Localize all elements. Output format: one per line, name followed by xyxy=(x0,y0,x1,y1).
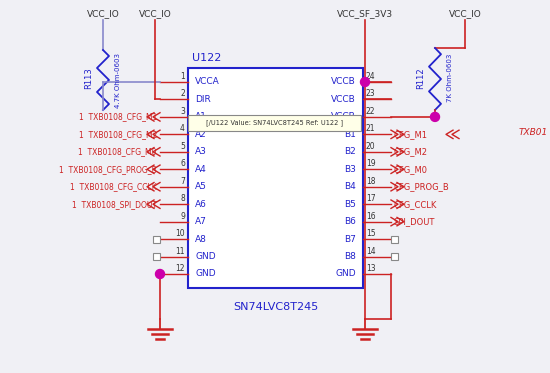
Text: CFG_CCLK: CFG_CCLK xyxy=(394,200,437,209)
Text: 8: 8 xyxy=(180,194,185,203)
Text: VCC_IO: VCC_IO xyxy=(449,9,481,18)
Text: 1  TXB0108_CFG_M2: 1 TXB0108_CFG_M2 xyxy=(79,130,157,139)
Text: 12: 12 xyxy=(175,264,185,273)
Circle shape xyxy=(360,78,370,87)
Text: 1  TXB0108_CFG_M0: 1 TXB0108_CFG_M0 xyxy=(79,147,157,156)
Text: VCCB: VCCB xyxy=(331,112,356,121)
Text: VCC_IO: VCC_IO xyxy=(87,9,119,18)
Text: SN74LVC8T245: SN74LVC8T245 xyxy=(233,302,318,312)
Text: A7: A7 xyxy=(195,217,207,226)
Text: A1: A1 xyxy=(195,112,207,121)
Text: A4: A4 xyxy=(195,165,207,174)
Text: A6: A6 xyxy=(195,200,207,209)
Circle shape xyxy=(431,112,439,121)
Text: 19: 19 xyxy=(366,159,376,168)
Text: B8: B8 xyxy=(344,252,356,261)
Text: U122: U122 xyxy=(192,53,221,63)
Text: 7K Ohm-0603: 7K Ohm-0603 xyxy=(447,54,453,102)
Text: B6: B6 xyxy=(344,217,356,226)
Text: GND: GND xyxy=(336,270,356,279)
Text: 15: 15 xyxy=(366,229,376,238)
Text: VCCB: VCCB xyxy=(331,95,356,104)
Text: CFG_M2: CFG_M2 xyxy=(394,147,428,156)
Text: CFG_PROG_B: CFG_PROG_B xyxy=(394,182,450,191)
Text: VCC_SF_3V3: VCC_SF_3V3 xyxy=(337,9,393,18)
Bar xyxy=(391,236,398,242)
Bar xyxy=(188,68,363,288)
Text: 21: 21 xyxy=(366,124,376,134)
Text: 16: 16 xyxy=(366,211,376,221)
Text: 24: 24 xyxy=(366,72,376,81)
Text: A5: A5 xyxy=(195,182,207,191)
Text: 3: 3 xyxy=(180,107,185,116)
Text: 1  TXB0108_CFG_PROG_B: 1 TXB0108_CFG_PROG_B xyxy=(59,165,157,174)
Text: 17: 17 xyxy=(366,194,376,203)
Text: R112: R112 xyxy=(416,67,425,89)
Text: CFG_M0: CFG_M0 xyxy=(394,165,428,174)
Text: TXB01: TXB01 xyxy=(519,128,548,137)
Text: VCCA: VCCA xyxy=(195,78,220,87)
Text: VCC_IO: VCC_IO xyxy=(139,9,172,18)
Text: 1  TXB0108_CFG_M1: 1 TXB0108_CFG_M1 xyxy=(79,112,157,121)
Text: GND: GND xyxy=(195,270,216,279)
Text: B7: B7 xyxy=(344,235,356,244)
Text: 1  TXB0108_SPI_DOUT: 1 TXB0108_SPI_DOUT xyxy=(72,200,157,209)
Text: 2: 2 xyxy=(180,90,185,98)
Text: 4: 4 xyxy=(180,124,185,134)
Circle shape xyxy=(156,270,164,279)
Text: 9: 9 xyxy=(180,211,185,221)
Text: 11: 11 xyxy=(175,247,185,256)
Bar xyxy=(153,236,160,242)
Text: 10: 10 xyxy=(175,229,185,238)
Text: 13: 13 xyxy=(366,264,376,273)
Text: 23: 23 xyxy=(366,90,376,98)
Text: A8: A8 xyxy=(195,235,207,244)
Text: VCCB: VCCB xyxy=(331,78,356,87)
Text: R113: R113 xyxy=(84,67,93,89)
Text: 14: 14 xyxy=(366,247,376,256)
Text: 7: 7 xyxy=(180,177,185,186)
Text: B1: B1 xyxy=(344,130,356,139)
Text: A2: A2 xyxy=(195,130,207,139)
Text: A3: A3 xyxy=(195,147,207,156)
Text: DIR: DIR xyxy=(195,95,211,104)
Text: B3: B3 xyxy=(344,165,356,174)
Text: 20: 20 xyxy=(366,142,376,151)
Text: 22: 22 xyxy=(366,107,376,116)
Text: B4: B4 xyxy=(344,182,356,191)
Bar xyxy=(391,253,398,260)
Text: SPI_DOUT: SPI_DOUT xyxy=(394,217,436,226)
Bar xyxy=(153,253,160,260)
Text: 4.7K Ohm-0603: 4.7K Ohm-0603 xyxy=(115,53,121,107)
Text: 1  TXB0108_CFG_CCLK: 1 TXB0108_CFG_CCLK xyxy=(70,182,157,191)
Text: CFG_M1: CFG_M1 xyxy=(394,130,428,139)
Text: 5: 5 xyxy=(180,142,185,151)
Text: GND: GND xyxy=(195,252,216,261)
Text: [/U122 Value: SN74LVC8T245 Ref: U122 ]: [/U122 Value: SN74LVC8T245 Ref: U122 ] xyxy=(206,119,343,126)
Bar xyxy=(188,115,361,131)
Text: 6: 6 xyxy=(180,159,185,168)
Text: B5: B5 xyxy=(344,200,356,209)
Text: B2: B2 xyxy=(344,147,356,156)
Text: 1: 1 xyxy=(180,72,185,81)
Text: 18: 18 xyxy=(366,177,376,186)
